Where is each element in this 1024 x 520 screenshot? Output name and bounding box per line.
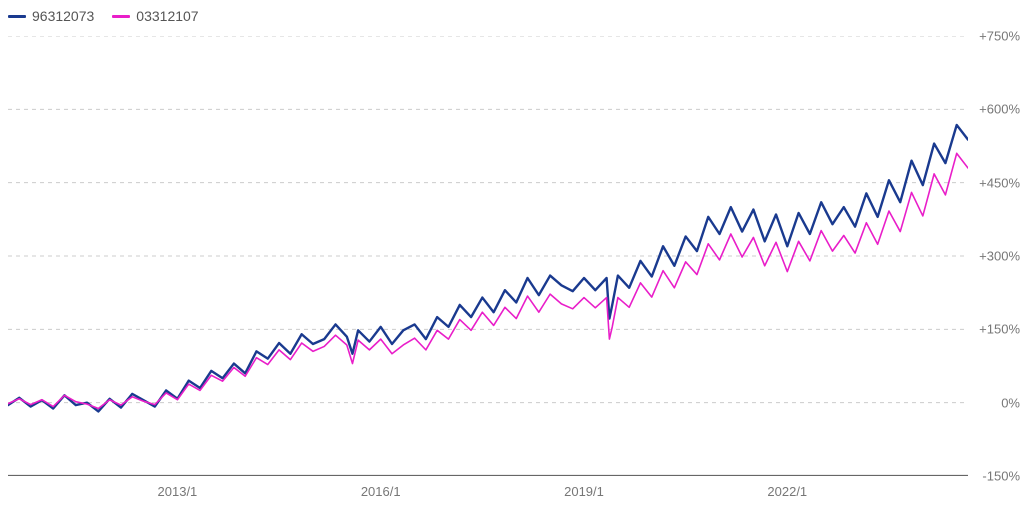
x-tick-label: 2016/1 [361,484,401,499]
x-tick-label: 2022/1 [767,484,807,499]
legend-label-1: 03312107 [136,8,198,24]
y-tick-label: +600% [979,102,1020,117]
chart-svg [8,36,968,476]
legend-item-0[interactable]: 96312073 [8,8,94,24]
x-tick-label: 2013/1 [158,484,198,499]
performance-chart: 96312073 03312107 -150% 0% +150% +300% +450%… [0,0,1024,520]
y-tick-label: +450% [979,175,1020,190]
y-tick-label: +750% [979,29,1020,44]
legend-label-0: 96312073 [32,8,94,24]
legend-item-1[interactable]: 03312107 [112,8,198,24]
legend-swatch-1 [112,15,130,18]
y-tick-label: 0% [1001,395,1020,410]
y-tick-label: +150% [979,322,1020,337]
y-axis-labels: -150%0%+150%+300%+450%+600%+750% [964,36,1020,476]
x-axis-labels: 2013/1 2016/1 2019/1 2022/1 [8,480,968,504]
y-tick-label: +300% [979,249,1020,264]
chart-legend: 96312073 03312107 [8,8,199,24]
x-tick-label: 2019/1 [564,484,604,499]
legend-swatch-0 [8,15,26,18]
y-tick-label: -150% [982,469,1020,484]
chart-plot-area [8,36,968,476]
